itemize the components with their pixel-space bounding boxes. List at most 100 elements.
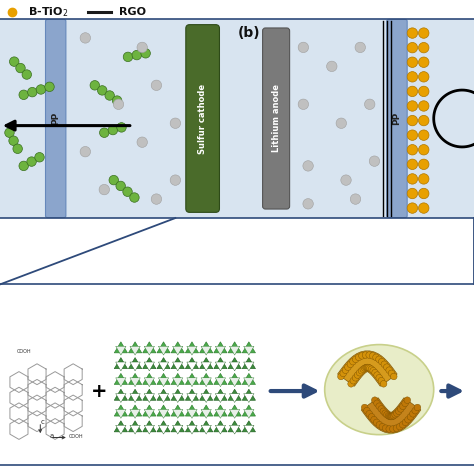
Circle shape — [350, 358, 356, 365]
Circle shape — [395, 408, 402, 415]
Polygon shape — [116, 410, 126, 418]
Polygon shape — [187, 378, 197, 387]
Circle shape — [19, 161, 28, 171]
Circle shape — [364, 407, 370, 414]
Circle shape — [407, 86, 418, 97]
Circle shape — [141, 48, 150, 58]
Circle shape — [16, 64, 25, 73]
Polygon shape — [185, 357, 199, 369]
Circle shape — [400, 403, 406, 410]
Polygon shape — [130, 362, 140, 371]
Circle shape — [407, 413, 414, 420]
Circle shape — [419, 159, 429, 170]
Circle shape — [108, 125, 118, 135]
Circle shape — [390, 426, 396, 432]
Circle shape — [130, 193, 139, 202]
Polygon shape — [157, 374, 170, 384]
Circle shape — [151, 80, 162, 91]
Circle shape — [419, 101, 429, 111]
Polygon shape — [214, 405, 227, 416]
Polygon shape — [116, 362, 126, 371]
Polygon shape — [215, 378, 226, 387]
Circle shape — [381, 361, 388, 368]
Circle shape — [380, 408, 387, 415]
Circle shape — [383, 425, 389, 431]
Circle shape — [361, 404, 368, 411]
Polygon shape — [116, 393, 126, 402]
Polygon shape — [144, 362, 155, 371]
Polygon shape — [128, 342, 142, 353]
Polygon shape — [185, 389, 199, 400]
Polygon shape — [173, 393, 183, 402]
Polygon shape — [116, 346, 126, 355]
Polygon shape — [242, 374, 255, 384]
Text: COOH: COOH — [69, 435, 83, 439]
Polygon shape — [143, 389, 156, 400]
Polygon shape — [114, 405, 128, 416]
Circle shape — [376, 356, 383, 363]
Circle shape — [387, 413, 394, 420]
Circle shape — [391, 373, 397, 380]
Polygon shape — [244, 346, 254, 355]
Polygon shape — [130, 378, 140, 387]
Circle shape — [123, 52, 133, 62]
Circle shape — [369, 353, 376, 359]
Polygon shape — [244, 362, 254, 371]
Circle shape — [350, 377, 356, 384]
Circle shape — [109, 175, 118, 185]
Polygon shape — [157, 405, 170, 416]
Polygon shape — [215, 425, 226, 434]
Circle shape — [366, 365, 373, 372]
Circle shape — [35, 153, 44, 162]
Polygon shape — [173, 410, 183, 418]
Circle shape — [386, 426, 392, 432]
Circle shape — [27, 87, 37, 97]
Polygon shape — [143, 421, 156, 432]
Circle shape — [105, 91, 114, 100]
Circle shape — [419, 173, 429, 184]
Polygon shape — [158, 410, 169, 418]
Polygon shape — [157, 421, 170, 432]
Circle shape — [383, 411, 390, 418]
Polygon shape — [171, 374, 184, 384]
FancyBboxPatch shape — [186, 25, 219, 212]
Polygon shape — [200, 421, 213, 432]
Polygon shape — [228, 405, 241, 416]
Polygon shape — [158, 378, 169, 387]
Circle shape — [364, 364, 370, 371]
Circle shape — [389, 413, 396, 419]
Circle shape — [393, 425, 400, 431]
Polygon shape — [114, 342, 128, 353]
Circle shape — [137, 42, 147, 53]
Circle shape — [98, 86, 107, 95]
Bar — [0, 284, 474, 465]
Circle shape — [419, 28, 429, 38]
Circle shape — [371, 416, 377, 423]
Bar — [0, 19, 474, 218]
Circle shape — [374, 400, 380, 407]
Circle shape — [358, 367, 365, 374]
Circle shape — [352, 374, 359, 381]
Polygon shape — [171, 421, 184, 432]
Polygon shape — [128, 389, 142, 400]
Polygon shape — [171, 405, 184, 416]
Polygon shape — [157, 389, 170, 400]
Circle shape — [378, 406, 384, 412]
Circle shape — [398, 406, 404, 412]
Polygon shape — [130, 410, 140, 418]
Polygon shape — [242, 357, 255, 369]
Circle shape — [5, 128, 14, 137]
Polygon shape — [173, 346, 183, 355]
Circle shape — [362, 352, 369, 358]
Circle shape — [9, 136, 18, 146]
Circle shape — [327, 61, 337, 72]
Circle shape — [378, 377, 385, 384]
Polygon shape — [144, 378, 155, 387]
Circle shape — [170, 175, 181, 185]
Circle shape — [19, 90, 28, 100]
Circle shape — [99, 184, 109, 195]
Polygon shape — [158, 362, 169, 371]
Polygon shape — [201, 346, 211, 355]
Circle shape — [298, 99, 309, 109]
Text: (b): (b) — [237, 26, 260, 40]
